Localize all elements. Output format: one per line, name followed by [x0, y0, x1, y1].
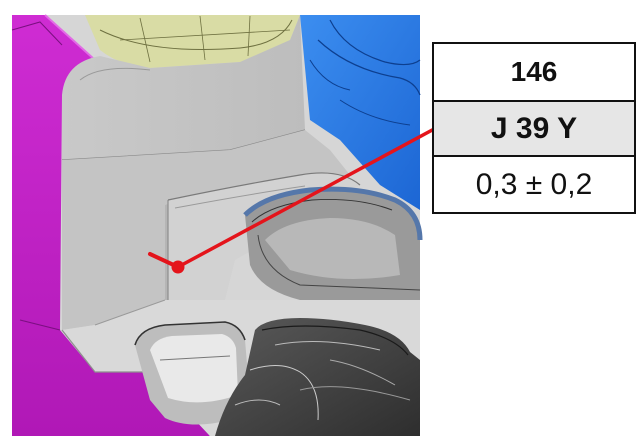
cupholder-recess: [243, 186, 423, 300]
blue-part: [300, 15, 421, 210]
yellow-armrest-part: [85, 15, 300, 68]
dark-lever-part: [215, 318, 420, 436]
measurement-point-marker: [171, 260, 185, 274]
leader-line: [176, 126, 438, 269]
magenta-trim-part: [11, 14, 210, 436]
measurement-callout-box: 146 J 39 Y 0,3 ± 0,2: [432, 42, 636, 214]
measurement-point-code: J 39 Y: [434, 102, 634, 157]
measurement-point-id: 146: [434, 44, 634, 102]
measurement-leader: [148, 126, 438, 274]
measurement-tolerance: 0,3 ± 0,2: [475, 167, 593, 201]
lower-tray: [134, 321, 250, 425]
